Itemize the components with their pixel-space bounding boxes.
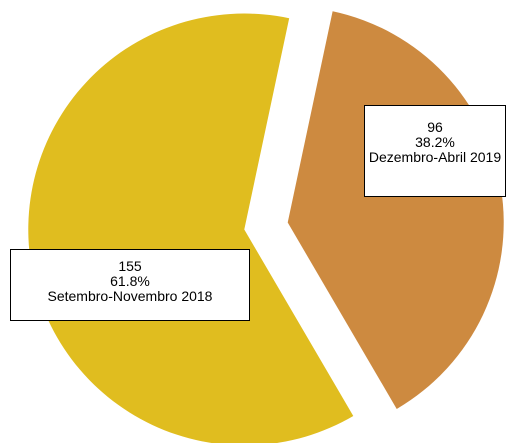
- label-percent: 61.8%: [110, 273, 150, 289]
- label-value: 96: [427, 119, 443, 135]
- label-percent: 38.2%: [415, 134, 455, 150]
- data-label: 96 38.2% Dezembro-Abril 2019: [364, 105, 506, 197]
- label-value: 155: [118, 258, 142, 274]
- pie-slice: [28, 13, 354, 443]
- pie-slice: [287, 11, 504, 409]
- label-category: Setembro-Novembro 2018: [47, 288, 213, 304]
- data-label: 155 61.8% Setembro-Novembro 2018: [10, 249, 250, 321]
- label-category: Dezembro-Abril 2019: [368, 149, 502, 165]
